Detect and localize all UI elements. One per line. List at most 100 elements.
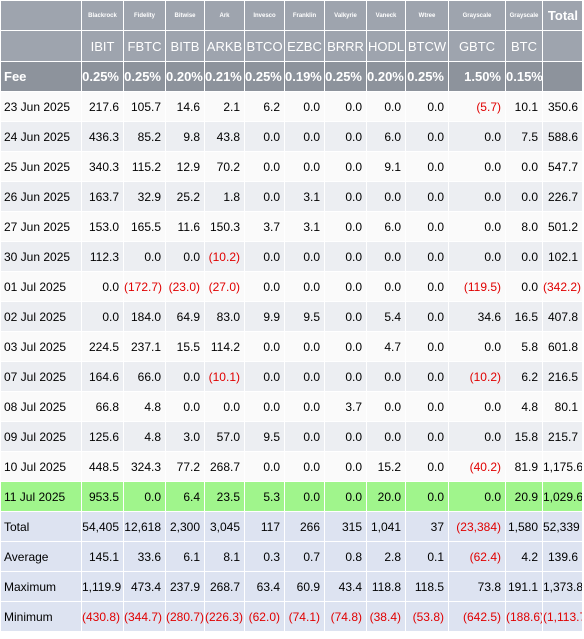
flow-cell: 0.0 — [405, 481, 449, 512]
flow-cell: 9.5 — [244, 421, 285, 452]
flow-cell: 0.0 — [405, 301, 449, 332]
ticker-header: BRRR — [324, 30, 367, 62]
summary-row: Average 145.1 33.6 6.1 8.1 0.3 0.7 0.8 2.8 0.1 (62… — [0, 541, 583, 572]
row-date: 24 Jun 2025 — [0, 121, 82, 152]
ticker-header: FBTC — [123, 30, 166, 62]
summary-cell: (430.8) — [81, 601, 124, 632]
flow-cell: 14.6 — [165, 91, 205, 122]
row-date: 01 Jul 2025 — [0, 271, 82, 302]
flow-cell: 153.0 — [81, 211, 124, 242]
flow-cell: 0.0 — [324, 331, 367, 362]
total-header: Total — [542, 0, 583, 31]
summary-cell: 6.1 — [165, 541, 205, 572]
summary-cell: 37 — [405, 511, 449, 542]
summary-cell: 145.1 — [81, 541, 124, 572]
flow-cell: 0.0 — [165, 241, 205, 272]
flow-cell: 115.2 — [123, 151, 166, 182]
flow-cell: 0.0 — [405, 151, 449, 182]
issuer-header: Invesco — [244, 0, 285, 31]
flow-cell: 0.0 — [366, 361, 406, 392]
table-row: 01 Jul 2025 0.0 (172.7) (23.0) (27.0) 0.0 0.0 0… — [0, 271, 583, 302]
summary-cell: (344.7) — [123, 601, 166, 632]
summary-cell: (53.8) — [405, 601, 449, 632]
flow-cell: 12.9 — [165, 151, 205, 182]
row-total: 1,175.6 — [542, 451, 583, 482]
summary-cell: 2.8 — [366, 541, 406, 572]
summary-cell: 1,373.8 — [542, 571, 583, 602]
flow-cell: 237.1 — [123, 331, 166, 362]
issuer-header: Grayscale — [448, 0, 506, 31]
flow-cell: 953.5 — [81, 481, 124, 512]
flow-cell: 0.0 — [244, 451, 285, 482]
flow-cell: 9.9 — [244, 301, 285, 332]
flow-cell: 0.0 — [448, 481, 506, 512]
flow-cell: 64.9 — [165, 301, 205, 332]
summary-cell: (74.1) — [284, 601, 325, 632]
summary-cell: 191.1 — [505, 571, 543, 602]
fee-cell: 0.25% — [244, 61, 285, 92]
flow-cell: 165.5 — [123, 211, 166, 242]
flow-cell: 163.7 — [81, 181, 124, 212]
flow-cell: 0.0 — [324, 271, 367, 302]
flow-cell: 0.0 — [324, 211, 367, 242]
flow-cell: 2.1 — [204, 91, 245, 122]
flow-cell: 83.0 — [204, 301, 245, 332]
flow-cell: 0.0 — [324, 451, 367, 482]
flow-cell: 0.0 — [284, 91, 325, 122]
flow-cell: (172.7) — [123, 271, 166, 302]
summary-cell: (642.5) — [448, 601, 506, 632]
flow-cell: 0.0 — [505, 241, 543, 272]
flow-cell: 20.0 — [366, 481, 406, 512]
summary-body: Total 54,405 12,618 2,300 3,045 117 266 315 1,04… — [0, 511, 583, 632]
row-total: 588.6 — [542, 121, 583, 152]
row-date: 08 Jul 2025 — [0, 391, 82, 422]
summary-cell: 1,041 — [366, 511, 406, 542]
table-row: 08 Jul 2025 66.8 4.8 0.0 0.0 0.0 0.0 3.7 0.0 0.0 0… — [0, 391, 583, 422]
flow-cell: (23.0) — [165, 271, 205, 302]
flow-cell: 0.0 — [284, 151, 325, 182]
summary-cell: 118.8 — [366, 571, 406, 602]
flow-cell: 25.2 — [165, 181, 205, 212]
fee-label: Fee — [0, 61, 82, 92]
row-date: 30 Jun 2025 — [0, 241, 82, 272]
row-total: 1,029.6 — [542, 481, 583, 512]
table-row: 11 Jul 2025 953.5 0.0 6.4 23.5 5.3 0.0 0.0 20.0 0… — [0, 481, 583, 512]
ticker-header: IBIT — [81, 30, 124, 62]
flow-cell: 150.3 — [204, 211, 245, 242]
flow-cell: 0.0 — [366, 421, 406, 452]
flow-cell: 4.8 — [123, 391, 166, 422]
flow-cell: 0.0 — [405, 271, 449, 302]
flow-cell: 0.0 — [324, 121, 367, 152]
summary-row: Maximum 1,119.9 473.4 237.9 268.7 63.4 60.9 43.… — [0, 571, 583, 602]
row-date: 07 Jul 2025 — [0, 361, 82, 392]
flow-cell: 6.2 — [244, 91, 285, 122]
flow-cell: 268.7 — [204, 451, 245, 482]
summary-cell: 0.3 — [244, 541, 285, 572]
summary-cell: 0.8 — [324, 541, 367, 572]
summary-cell: 12,618 — [123, 511, 166, 542]
summary-cell: (188.6) — [505, 601, 543, 632]
flow-cell: 0.0 — [505, 181, 543, 212]
table-row: 27 Jun 2025 153.0 165.5 11.6 150.3 3.7 3.1 0.0 6… — [0, 211, 583, 242]
summary-cell: 73.8 — [448, 571, 506, 602]
summary-cell: 52,339 — [542, 511, 583, 542]
flow-cell: 85.2 — [123, 121, 166, 152]
summary-cell: 33.6 — [123, 541, 166, 572]
flow-cell: 0.0 — [284, 451, 325, 482]
summary-cell: 268.7 — [204, 571, 245, 602]
summary-cell: (23,384) — [448, 511, 506, 542]
summary-cell: 4.2 — [505, 541, 543, 572]
flow-cell: 66.8 — [81, 391, 124, 422]
summary-cell: (226.3) — [204, 601, 245, 632]
flow-cell: 6.0 — [366, 211, 406, 242]
flow-cell: 0.0 — [448, 181, 506, 212]
flow-cell: 20.9 — [505, 481, 543, 512]
flow-cell: 4.8 — [123, 421, 166, 452]
table-row: 25 Jun 2025 340.3 115.2 12.9 70.2 0.0 0.0 0.0 9.… — [0, 151, 583, 182]
flow-cell: 77.2 — [165, 451, 205, 482]
flow-cell: 6.2 — [505, 361, 543, 392]
table-row: 09 Jul 2025 125.6 4.8 3.0 57.0 9.5 0.0 0.0 0.0 0.… — [0, 421, 583, 452]
flow-cell: 0.0 — [123, 241, 166, 272]
ticker-header: ARKB — [204, 30, 245, 62]
corner-cell — [0, 0, 82, 31]
